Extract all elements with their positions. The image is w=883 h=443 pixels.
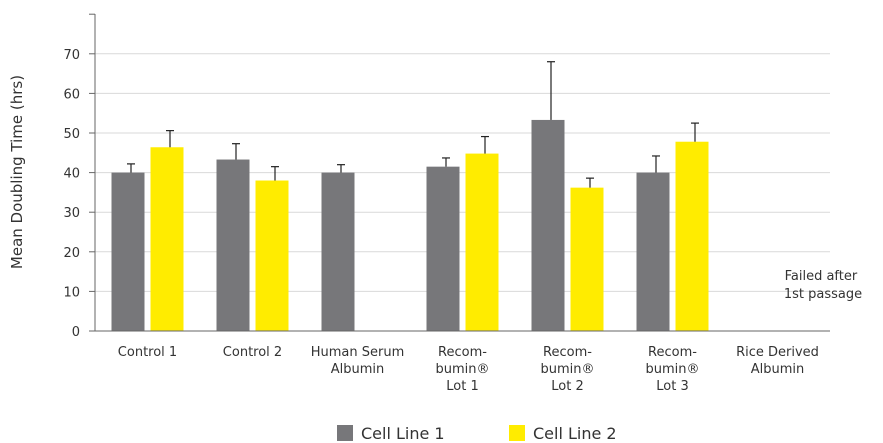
- bar: [571, 188, 604, 331]
- bar: [256, 181, 289, 331]
- category-label-line: Control 1: [118, 345, 177, 360]
- failed-annotation: Failed after 1st passage: [784, 269, 862, 302]
- category-label: Recom-bumin® Lot 1: [435, 345, 489, 394]
- category-label-line: Lot 1: [446, 379, 478, 394]
- bar: [676, 142, 709, 331]
- failed-annotation-line-1: Failed after: [785, 269, 858, 284]
- category-label-line: Recom-: [438, 345, 487, 360]
- category-label-line: Recom-: [648, 345, 697, 360]
- legend-swatch-cell-line-2: [509, 425, 525, 441]
- bar: [151, 147, 184, 331]
- category-label-line: Lot 3: [656, 379, 688, 394]
- category-label-line: Control 2: [223, 345, 282, 360]
- category-label: Recom-bumin® Lot 3: [645, 345, 699, 394]
- category-label: Rice Derived Albumin: [736, 345, 819, 377]
- y-tick-label: 20: [63, 246, 80, 261]
- bar: [532, 120, 565, 331]
- bar: [427, 167, 460, 331]
- y-tick-label: 50: [63, 127, 80, 142]
- bar: [637, 173, 670, 331]
- bars: [112, 120, 709, 331]
- category-labels: Control 1 Control 2 Human Serum Albumin Reco…: [118, 345, 819, 394]
- category-label-line: Albumin: [331, 362, 385, 377]
- category-label-line: Albumin: [751, 362, 805, 377]
- y-tick-labels: 0 10 20 30 40 50 60 70: [63, 14, 95, 340]
- y-tick-label: 70: [63, 48, 80, 63]
- category-label-line: Rice Derived: [736, 345, 819, 360]
- error-bars: [127, 62, 699, 188]
- gridlines: [95, 54, 830, 292]
- category-label-line: Human Serum: [311, 345, 405, 360]
- y-tick-label: 40: [63, 167, 80, 182]
- legend: Cell Line 1 Cell Line 2: [337, 424, 617, 443]
- legend-label-cell-line-1: Cell Line 1: [361, 424, 445, 443]
- category-label-line: Lot 2: [551, 379, 583, 394]
- category-label-line: bumin®: [435, 362, 489, 377]
- failed-annotation-line-2: 1st passage: [784, 287, 862, 302]
- category-label-line: Recom-: [543, 345, 592, 360]
- category-label-line: bumin®: [540, 362, 594, 377]
- category-label: Human Serum Albumin: [311, 345, 405, 377]
- y-tick-label: 30: [63, 206, 80, 221]
- legend-swatch-cell-line-1: [337, 425, 353, 441]
- category-label: Control 2: [223, 345, 282, 360]
- bar: [466, 154, 499, 331]
- bar: [217, 160, 250, 331]
- category-label: Recom-bumin® Lot 2: [540, 345, 594, 394]
- legend-label-cell-line-2: Cell Line 2: [533, 424, 617, 443]
- y-tick-label: 0: [72, 325, 80, 340]
- category-label-line: bumin®: [645, 362, 699, 377]
- y-axis-label: Mean Doubling Time (hrs): [8, 75, 26, 269]
- y-tick-label: 60: [63, 87, 80, 102]
- y-tick-label: 10: [63, 285, 80, 300]
- category-label: Control 1: [118, 345, 177, 360]
- bar: [322, 173, 355, 331]
- bar: [112, 173, 145, 331]
